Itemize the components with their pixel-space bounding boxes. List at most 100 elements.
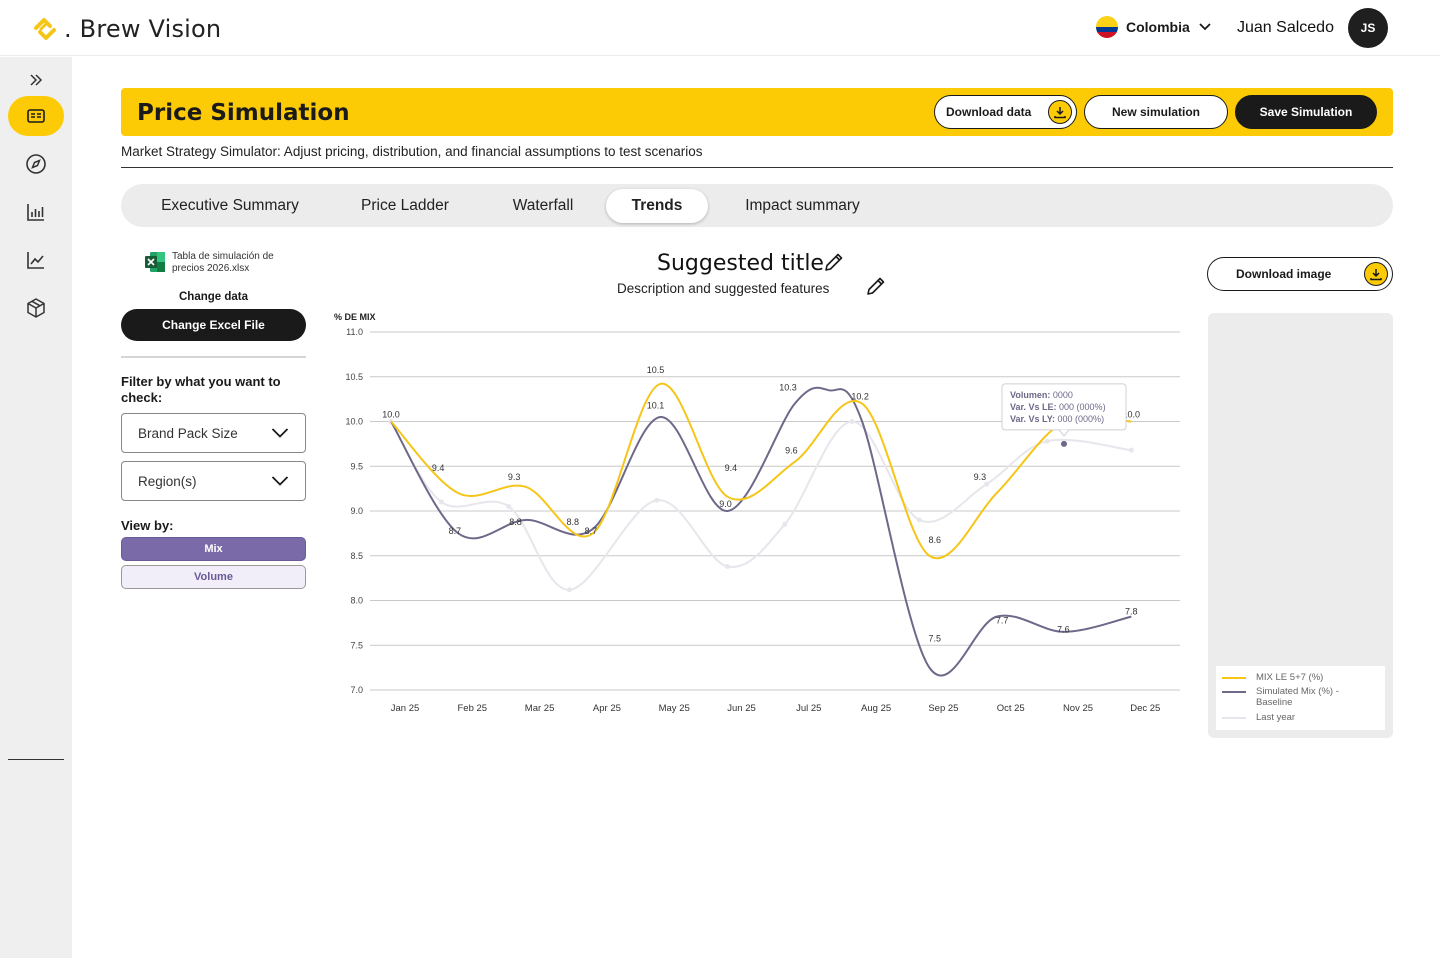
- change-excel-file-button[interactable]: Change Excel File: [121, 309, 306, 341]
- country-selector[interactable]: Colombia: [1096, 16, 1212, 38]
- tooltip-pointer: [1058, 429, 1070, 437]
- chart-title: Suggested title: [657, 251, 824, 276]
- x-tick-label: Jun 25: [727, 703, 756, 714]
- legend-label: Last year: [1256, 712, 1296, 723]
- view-volume-toggle[interactable]: Volume: [121, 565, 306, 589]
- x-tick-label: Jan 25: [391, 703, 420, 714]
- y-tick-label: 10.0: [345, 417, 363, 427]
- filter-title: Filter by what you want to check:: [121, 374, 281, 405]
- data-label: 8.8: [566, 517, 579, 527]
- sidebar: [0, 57, 72, 958]
- brand-pack-size-select[interactable]: Brand Pack Size: [121, 413, 306, 453]
- brand-pack-size-value: Brand Pack Size: [138, 425, 238, 441]
- legend-item: Last year: [1222, 712, 1295, 723]
- user-name: Juan Salcedo: [1237, 19, 1334, 36]
- chart-legend: MIX LE 5+7 (%) Simulated Mix (%) - Basel…: [1216, 666, 1385, 730]
- avatar[interactable]: JS: [1348, 8, 1388, 48]
- tooltip-line: Var. Vs LE: 000 (000%): [1010, 402, 1106, 412]
- page-banner: Price Simulation Download data New simul…: [121, 88, 1393, 136]
- excel-file-icon: [145, 252, 165, 272]
- data-point: [506, 504, 512, 510]
- line-chart-icon: [27, 252, 44, 269]
- compass-icon: [26, 154, 46, 174]
- data-label: 9.4: [432, 463, 445, 473]
- data-point: [782, 521, 788, 527]
- x-tick-label: Apr 25: [593, 703, 621, 714]
- y-tick-label: 8.0: [350, 596, 363, 606]
- sidebar-item-simulation[interactable]: [8, 96, 64, 136]
- save-simulation-button[interactable]: Save Simulation: [1235, 95, 1377, 129]
- expand-sidebar-icon[interactable]: [28, 72, 44, 88]
- brew-vision-logo-icon: [34, 18, 56, 40]
- subtitle-divider: [121, 167, 1393, 168]
- data-label: 9.3: [508, 472, 521, 482]
- sidebar-item-trends[interactable]: [8, 240, 64, 280]
- x-tick-label: Nov 25: [1063, 703, 1093, 714]
- data-label: 8.7: [449, 526, 462, 536]
- edit-title-pencil-icon[interactable]: [823, 251, 845, 273]
- tab-waterfall[interactable]: Waterfall: [512, 197, 574, 214]
- download-data-button[interactable]: Download data: [934, 95, 1077, 129]
- sidebar-item-explore[interactable]: [8, 144, 64, 184]
- trends-line-chart: % DE MIX 7.0 7.5 8.0 8.5 9.0 9.5 10.0 10.5 11.0 Ja…: [334, 312, 1180, 714]
- download-icon: [1364, 262, 1388, 286]
- region-value: Region(s): [138, 473, 197, 489]
- y-tick-label: 10.5: [345, 372, 363, 382]
- data-point: [725, 563, 730, 569]
- tooltip-point: [1061, 440, 1067, 447]
- new-simulation-button[interactable]: New simulation: [1084, 95, 1228, 129]
- view-by-label: View by:: [121, 518, 174, 533]
- data-point: [849, 419, 855, 424]
- tab-trends[interactable]: Trends: [606, 189, 708, 223]
- x-tick-label: Mar 25: [525, 703, 555, 714]
- excel-file: Tabla de simulación de precios 2026.xlsx: [144, 251, 292, 275]
- top-bar: . Brew Vision Colombia Juan Salcedo JS: [0, 0, 1440, 56]
- y-tick-label: 11.0: [346, 327, 363, 337]
- data-label: 8.7: [585, 526, 598, 536]
- data-label: 9.3: [974, 472, 987, 482]
- series-line: [390, 386, 1132, 677]
- data-point: [566, 587, 572, 593]
- chevron-down-icon: [271, 476, 289, 486]
- y-tick-label: 8.5: [350, 551, 363, 561]
- data-label: 10.0: [382, 410, 400, 420]
- legend-label: Simulated Mix (%) - Baseline: [1256, 686, 1339, 708]
- chevron-down-icon: [271, 428, 289, 438]
- sidebar-divider: [8, 759, 64, 760]
- y-tick-label: 9.5: [350, 461, 363, 471]
- left-divider: [121, 356, 306, 358]
- edit-description-pencil-icon[interactable]: [865, 275, 887, 297]
- tab-impact-summary[interactable]: Impact summary: [745, 197, 860, 214]
- view-mix-toggle[interactable]: Mix: [121, 537, 306, 561]
- x-tick-label: Sep 25: [928, 703, 958, 714]
- x-tick-label: May 25: [659, 703, 690, 714]
- chevron-down-icon: [1199, 23, 1211, 31]
- data-label: 10.5: [647, 365, 665, 375]
- tab-bar: Executive Summary Price Ladder Waterfall…: [121, 184, 1393, 227]
- data-label: 7.8: [1125, 606, 1138, 616]
- region-select[interactable]: Region(s): [121, 461, 306, 501]
- data-point: [916, 517, 922, 523]
- tab-executive-summary[interactable]: Executive Summary: [161, 197, 299, 214]
- excel-file-name: Tabla de simulación de precios 2026.xlsx: [172, 251, 274, 274]
- x-tick-label: Oct 25: [997, 703, 1025, 714]
- legend-label: MIX LE 5+7 (%): [1256, 672, 1324, 683]
- sidebar-item-reports[interactable]: [8, 192, 64, 232]
- download-image-button[interactable]: Download image: [1207, 257, 1393, 291]
- x-tick-label: Dec 25: [1130, 703, 1160, 714]
- download-image-label: Download image: [1236, 267, 1332, 281]
- data-label: 7.7: [996, 615, 1009, 625]
- data-label: 9.6: [785, 445, 798, 455]
- data-label: 10.2: [851, 392, 869, 402]
- logo[interactable]: . Brew Vision: [30, 14, 221, 44]
- sidebar-item-products[interactable]: [8, 288, 64, 328]
- page-subtitle: Market Strategy Simulator: Adjust pricin…: [121, 144, 703, 159]
- tooltip-line: Volumen: 0000: [1010, 390, 1073, 400]
- data-label: 9.0: [719, 499, 732, 509]
- data-label: 8.6: [929, 535, 942, 545]
- y-axis-label: % DE MIX: [334, 312, 376, 322]
- page-title: Price Simulation: [137, 100, 350, 126]
- tab-price-ladder[interactable]: Price Ladder: [361, 197, 449, 214]
- simulation-card-icon: [27, 109, 45, 123]
- bar-chart-icon: [27, 204, 44, 221]
